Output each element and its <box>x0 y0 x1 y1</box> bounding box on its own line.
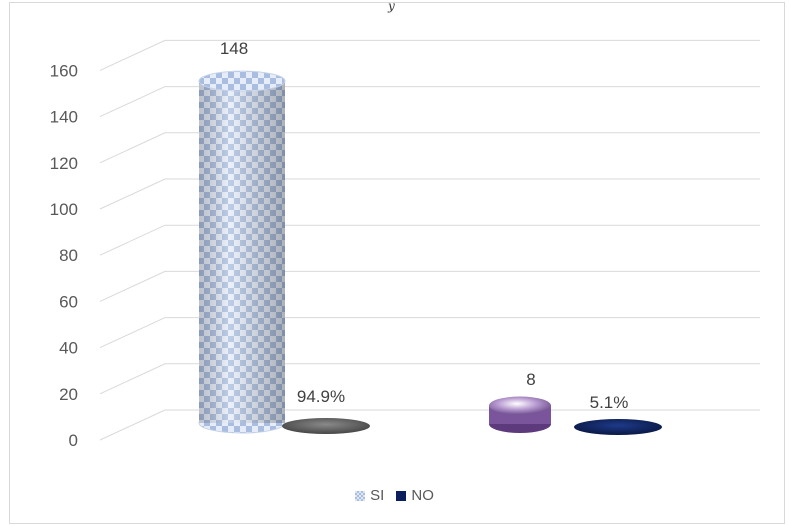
gridline <box>99 224 760 256</box>
bar-si-2 <box>489 396 551 433</box>
chart-frame: y <box>9 0 785 524</box>
grid-layer <box>99 39 760 441</box>
legend-item-no: NO <box>396 487 434 504</box>
y-tick-label: 20 <box>59 385 78 404</box>
y-axis: 0 20 40 60 80 100 120 140 160 <box>50 61 78 450</box>
bars-layer <box>198 70 662 435</box>
legend-label-si: SI <box>370 487 385 504</box>
data-label-no-1: 94.9% <box>297 387 345 406</box>
legend-swatch-no <box>396 490 407 501</box>
legend: SI NO <box>0 487 789 505</box>
y-tick-label: 0 <box>69 431 78 450</box>
data-labels: 148 94.9% 8 5.1% <box>220 39 629 412</box>
gridline <box>99 409 760 441</box>
y-tick-label: 60 <box>59 292 78 311</box>
gridline <box>99 317 760 349</box>
y-tick-label: 160 <box>50 61 78 80</box>
bar-no-2 <box>574 419 662 435</box>
y-tick-label: 40 <box>59 339 78 358</box>
gridline <box>99 363 760 395</box>
data-label-no-2: 5.1% <box>590 393 629 412</box>
gridline <box>99 178 760 210</box>
gridline <box>99 39 760 71</box>
data-label-si-2: 8 <box>526 370 535 389</box>
legend-label-no: NO <box>411 487 434 504</box>
y-tick-label: 80 <box>59 246 78 265</box>
legend-swatch-si <box>355 490 366 501</box>
y-tick-label: 100 <box>50 200 78 219</box>
gridline <box>99 270 760 302</box>
legend-item-si: SI <box>355 487 384 504</box>
data-label-si-1: 148 <box>220 39 248 58</box>
y-tick-label: 120 <box>50 154 78 173</box>
gridline <box>99 132 760 164</box>
bar-no-1 <box>282 418 370 434</box>
gridline <box>99 86 760 118</box>
bar-si-1 <box>198 70 286 434</box>
top-glyph: y <box>388 0 395 13</box>
y-tick-label: 140 <box>50 108 78 127</box>
